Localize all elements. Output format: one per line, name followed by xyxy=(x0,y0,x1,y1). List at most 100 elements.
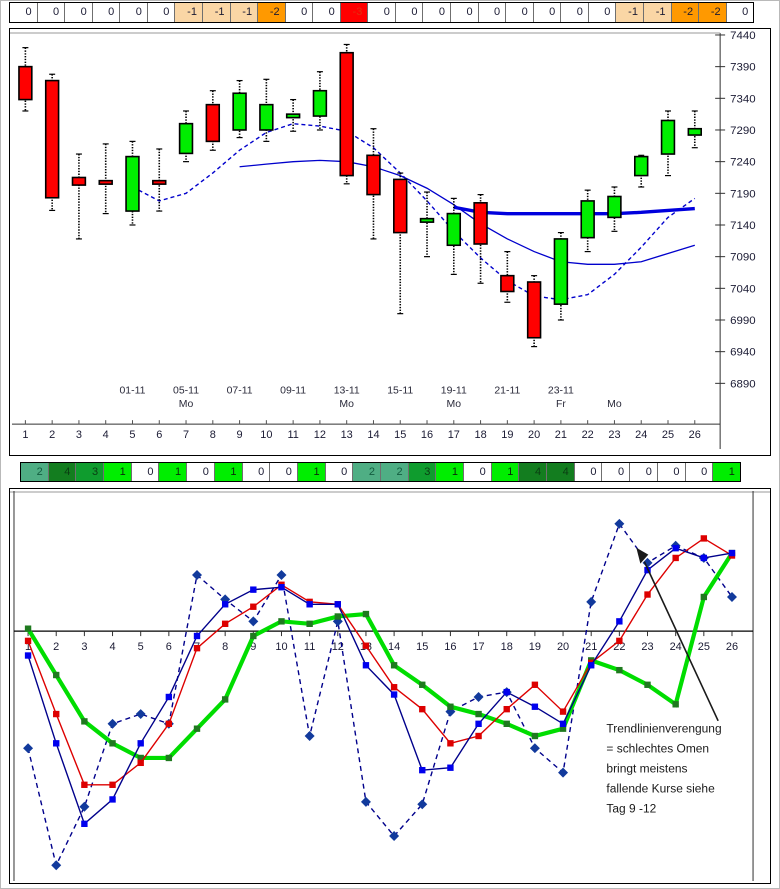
osc-point-marker[interactable] xyxy=(728,549,736,557)
osc-point-marker[interactable] xyxy=(529,743,540,754)
osc-point-marker[interactable] xyxy=(447,703,454,710)
price-candle[interactable] xyxy=(178,110,194,163)
osc-point-marker[interactable] xyxy=(616,666,623,674)
osc-point-marker[interactable] xyxy=(51,860,62,871)
osc-point-marker[interactable] xyxy=(165,693,173,701)
price-candle-body[interactable] xyxy=(44,79,60,199)
osc-point-marker[interactable] xyxy=(503,705,510,713)
osc-point-marker[interactable] xyxy=(475,710,482,718)
price-candle[interactable] xyxy=(339,43,354,185)
price-candle-body[interactable] xyxy=(71,176,87,186)
osc-point-marker[interactable] xyxy=(109,781,116,788)
price-candle[interactable] xyxy=(660,110,676,177)
price-candle[interactable] xyxy=(500,250,515,303)
osc-point-marker[interactable] xyxy=(558,767,569,778)
osc-point-marker[interactable] xyxy=(193,645,201,652)
osc-point-marker[interactable] xyxy=(503,688,510,696)
oscillator-chart-canvas[interactable]: 1234567891011121314151617181920212223242… xyxy=(10,489,770,883)
price-candle[interactable] xyxy=(259,78,274,142)
osc-point-marker[interactable] xyxy=(672,554,679,562)
osc-point-marker[interactable] xyxy=(475,720,482,727)
price-candle[interactable] xyxy=(553,231,569,321)
osc-point-marker[interactable] xyxy=(616,637,623,645)
osc-point-marker[interactable] xyxy=(135,709,146,720)
osc-point-marker[interactable] xyxy=(531,681,539,688)
osc-point-marker[interactable] xyxy=(390,684,398,691)
osc-point-marker[interactable] xyxy=(24,637,32,645)
osc-point-marker[interactable] xyxy=(276,570,287,580)
osc-point-marker[interactable] xyxy=(109,740,116,747)
price-candle[interactable] xyxy=(633,154,649,188)
osc-point-marker[interactable] xyxy=(192,570,202,580)
osc-point-marker[interactable] xyxy=(672,701,679,708)
osc-point-marker[interactable] xyxy=(644,681,651,688)
price-candle[interactable] xyxy=(285,98,301,132)
osc-point-marker[interactable] xyxy=(23,743,34,754)
osc-point-marker[interactable] xyxy=(53,710,60,718)
osc-point-marker[interactable] xyxy=(447,740,454,747)
osc-point-marker[interactable] xyxy=(362,610,370,618)
osc-point-marker[interactable] xyxy=(417,799,428,810)
osc-point-marker[interactable] xyxy=(137,754,144,762)
osc-point-marker[interactable] xyxy=(81,718,88,725)
price-candle-body[interactable] xyxy=(419,217,435,223)
price-candle[interactable] xyxy=(44,73,60,212)
osc-point-marker[interactable] xyxy=(419,766,426,774)
osc-point-marker[interactable] xyxy=(473,692,484,702)
osc-point-marker[interactable] xyxy=(362,642,370,649)
osc-point-marker[interactable] xyxy=(588,662,595,669)
price-candle-body[interactable] xyxy=(473,202,488,245)
price-candle-body[interactable] xyxy=(580,200,595,239)
osc-point-marker[interactable] xyxy=(362,662,370,669)
osc-point-marker[interactable] xyxy=(250,632,257,640)
osc-point-marker[interactable] xyxy=(419,681,426,688)
osc-point-marker[interactable] xyxy=(390,691,398,698)
price-candle-body[interactable] xyxy=(285,113,301,119)
price-candle[interactable] xyxy=(205,90,221,151)
osc-point-marker[interactable] xyxy=(221,696,229,703)
price-candle-body[interactable] xyxy=(205,103,221,143)
osc-point-marker[interactable] xyxy=(726,591,737,602)
osc-point-marker[interactable] xyxy=(250,586,257,593)
osc-point-marker[interactable] xyxy=(700,554,708,562)
osc-point-marker[interactable] xyxy=(107,718,118,729)
osc-point-marker[interactable] xyxy=(616,618,623,625)
osc-point-marker[interactable] xyxy=(559,720,567,727)
osc-point-marker[interactable] xyxy=(334,601,341,608)
osc-point-marker[interactable] xyxy=(221,601,229,608)
price-chart-panel[interactable]: 7440 7390 7340 7290 7240 7190 7140 7090 7040 6990… xyxy=(9,28,771,456)
price-candle-body[interactable] xyxy=(660,119,676,155)
price-candle[interactable] xyxy=(312,71,328,131)
osc-point-marker[interactable] xyxy=(221,620,229,627)
osc-point-marker[interactable] xyxy=(306,601,313,608)
price-candle-body[interactable] xyxy=(607,195,622,219)
osc-point-marker[interactable] xyxy=(165,754,173,762)
osc-series-blue-dashed[interactable] xyxy=(23,518,737,871)
price-candle-body[interactable] xyxy=(446,212,462,247)
osc-point-marker[interactable] xyxy=(360,796,371,807)
price-candle-body[interactable] xyxy=(259,103,274,131)
osc-point-marker[interactable] xyxy=(53,740,60,747)
price-candle-body[interactable] xyxy=(125,155,140,212)
price-candle[interactable] xyxy=(366,128,381,240)
osc-point-marker[interactable] xyxy=(137,759,144,767)
price-candle-body[interactable] xyxy=(18,65,33,101)
osc-point-marker[interactable] xyxy=(419,705,426,713)
price-candle-body[interactable] xyxy=(553,238,569,305)
osc-point-marker[interactable] xyxy=(250,603,257,610)
price-candle[interactable] xyxy=(446,197,462,275)
price-candle-body[interactable] xyxy=(393,178,408,234)
oscillator-chart-panel[interactable]: 1234567891011121314151617181920212223242… xyxy=(9,488,771,884)
osc-point-marker[interactable] xyxy=(278,584,285,591)
osc-point-marker[interactable] xyxy=(586,596,597,607)
price-candle-body[interactable] xyxy=(152,179,167,185)
price-candle[interactable] xyxy=(18,47,33,112)
osc-point-marker[interactable] xyxy=(81,820,88,828)
osc-point-marker[interactable] xyxy=(165,720,173,727)
osc-point-marker[interactable] xyxy=(109,796,116,803)
osc-point-marker[interactable] xyxy=(304,731,315,741)
osc-point-marker[interactable] xyxy=(79,801,90,812)
price-candle-body[interactable] xyxy=(633,155,649,177)
price-candle[interactable] xyxy=(419,191,435,258)
osc-point-marker[interactable] xyxy=(447,764,454,771)
